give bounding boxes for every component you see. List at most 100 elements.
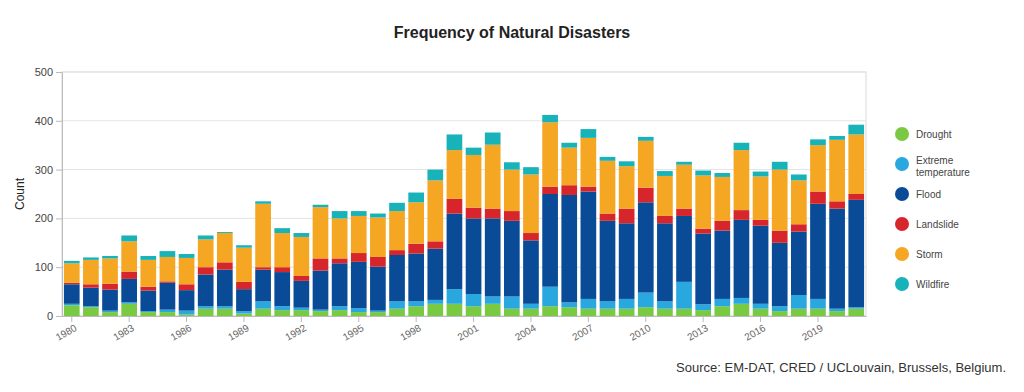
bar-segment [600,161,616,214]
bar-segment [542,187,558,194]
bar-segment [485,133,501,145]
bar-segment [753,226,769,304]
x-tick: 1983 [111,316,136,343]
y-tick-label: 500 [35,66,53,78]
bar-segment [848,194,864,200]
bar-segment [255,309,271,316]
bar-segment [64,263,80,283]
x-tick [167,316,168,322]
x-tick-mark [205,316,206,322]
plot: 0100200300400500198019831986198919921995… [35,66,867,343]
x-tick-mark [148,316,149,322]
bar-segment [179,290,195,310]
bar-segment [848,309,864,316]
x-tick-mark [397,316,398,322]
bar-segment [217,309,233,316]
title: Frequency of Natural Disasters [394,24,631,41]
bar-segment [351,253,367,262]
bar-segment [791,309,807,316]
bar-segment [102,256,118,258]
bar-segment [179,315,195,316]
bar-segment [64,284,80,304]
x-tick-mark [626,316,627,322]
bar-segment [753,304,769,309]
bar-segment [179,311,195,315]
bar-segment [657,171,673,176]
plot-frame [62,72,866,316]
x-tick-mark [339,316,340,322]
y-tick-mark [56,121,62,122]
bar-segment [676,162,692,165]
bar-segment [427,304,443,316]
legend-swatch [895,127,909,141]
series-5 [64,115,864,263]
bar-segment [447,304,463,316]
series-4 [64,122,864,286]
bar-segment [313,205,329,207]
bar-segment [600,157,616,161]
bar-segment [561,143,577,148]
bar-segment [160,310,176,312]
bar-segment [370,217,386,257]
bar-segment [121,241,137,271]
x-tick-mark [817,316,818,322]
x-tick: 2004 [513,316,538,343]
bar-segment [714,299,730,306]
bar-segment [810,145,826,191]
y-tick-mark [56,170,62,171]
bar-segment [179,258,195,284]
bar-segment [332,263,348,306]
x-tick: 2016 [743,316,768,343]
x-tick-mark [779,316,780,322]
bars [64,115,864,316]
bar-segment [772,306,788,311]
bar-segment [351,211,367,216]
bar-segment [619,161,635,166]
x-tick: 1998 [398,316,423,343]
bar-segment [523,309,539,316]
bar-segment [370,267,386,311]
bar-segment [274,310,290,316]
x-tick-mark [664,316,665,322]
x-tick-mark [224,316,225,322]
bar-segment [829,311,845,316]
legend-swatch [895,217,909,231]
bar-segment [427,180,443,241]
x-tick-mark [511,316,512,322]
bar-segment [140,260,156,287]
x-tick-label: 2004 [513,322,538,343]
bar-segment [581,187,597,192]
x-tick [664,316,665,322]
y-tick-mark [56,267,62,268]
bar-segment [121,272,137,279]
bar-segment [294,237,310,276]
bar-segment [408,244,424,254]
bar-segment [236,314,252,316]
bar-segment [389,255,405,301]
bar-segment [274,233,290,267]
bar-segment [676,165,692,209]
x-tick [454,316,455,322]
legend-label: Extremetemperature [916,155,970,178]
y-tick-mark [56,218,62,219]
legend-item: Storm [895,247,943,261]
x-tick-label: 2010 [628,322,653,343]
x-tick-label: 1983 [111,322,136,343]
bar-segment [332,310,348,316]
x-tick [511,316,512,322]
bar-segment [274,228,290,233]
bar-segment [542,287,558,307]
bar-segment [389,211,405,250]
x-tick [722,316,723,322]
x-tick-mark [473,316,474,322]
bar-segment [657,309,673,316]
bar-segment [466,155,482,208]
bar-segment [179,284,195,290]
x-tick-label: 1986 [169,322,194,343]
bar-segment [179,254,195,258]
bar-segment [236,311,252,313]
y-tick-label: 0 [47,310,53,322]
legend-item: Wildfire [895,277,950,291]
bar-segment [791,180,807,224]
bar-segment [466,208,482,219]
